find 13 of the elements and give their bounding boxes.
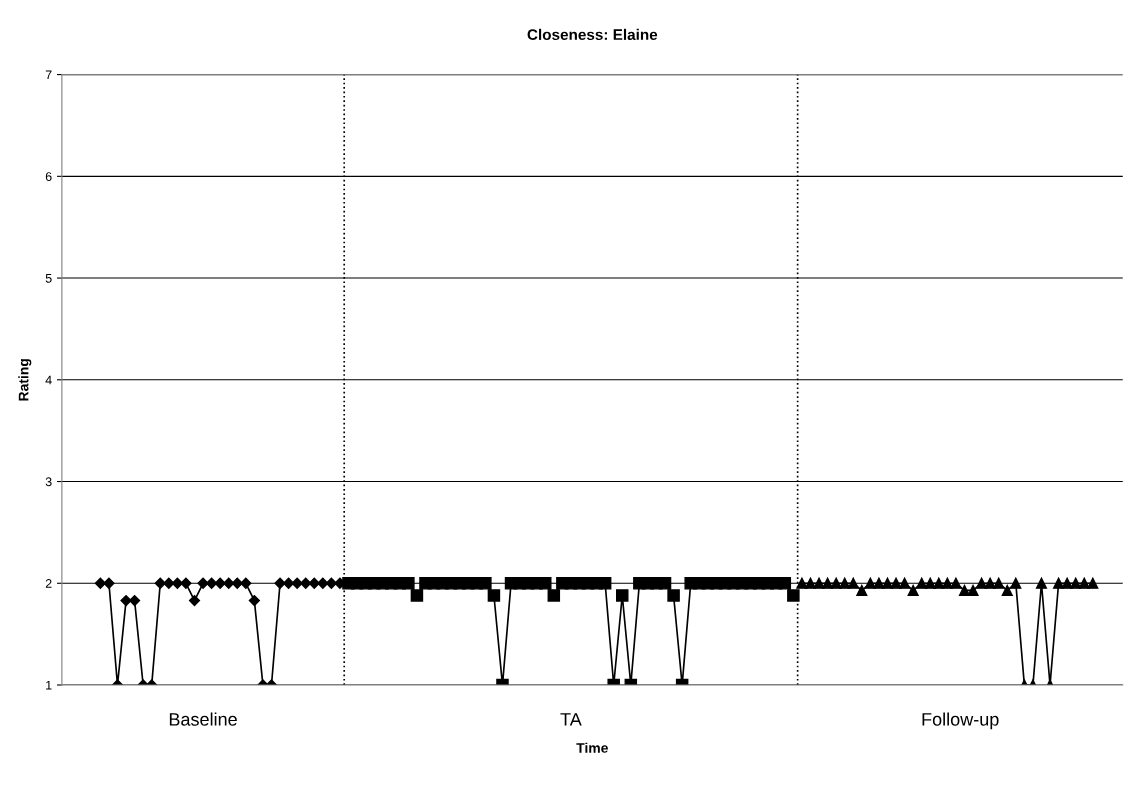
y-tick-label: 5 bbox=[45, 273, 52, 283]
x-axis-title: Time bbox=[576, 742, 608, 753]
y-tick-label: 6 bbox=[45, 172, 52, 181]
y-tick-label: 3 bbox=[45, 477, 52, 487]
y-tick-label: 7 bbox=[45, 70, 52, 80]
y-tick-label: 1 bbox=[46, 680, 52, 690]
y-axis-title: Rating bbox=[18, 359, 32, 401]
text: Baseline bbox=[169, 712, 237, 726]
y-tick-label: 4 bbox=[45, 375, 52, 385]
text: TA bbox=[560, 713, 582, 726]
y-tick-label: 2 bbox=[45, 579, 52, 588]
text: Follow-up bbox=[922, 712, 999, 730]
chart-title: Closeness: Elaine bbox=[527, 28, 658, 41]
